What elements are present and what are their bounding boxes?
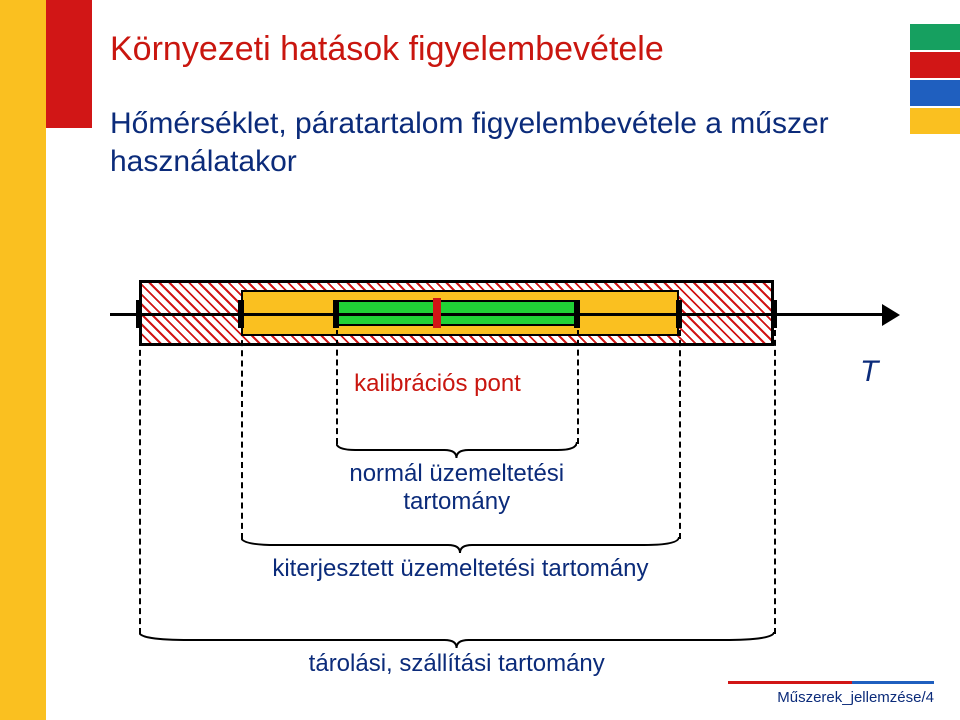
range-label: normál üzemeltetési tartomány	[336, 460, 577, 516]
guide-line	[139, 330, 141, 634]
guide-line	[774, 330, 776, 634]
calibration-tick	[433, 298, 441, 328]
axis-arrowhead-icon	[882, 304, 900, 326]
brace-icon	[139, 630, 774, 650]
guide-line	[679, 330, 681, 539]
calibration-label: kalibrációs pont	[287, 370, 587, 398]
guide-line	[336, 330, 338, 444]
footer-rule	[728, 681, 934, 684]
axis-symbol: T	[860, 355, 878, 389]
page-subtitle: Hőmérséklet, páratartalom figyelembevéte…	[110, 105, 960, 180]
footer: Műszerek_jellemzése/4	[777, 689, 934, 706]
axis-line	[110, 313, 890, 316]
brace-icon	[241, 535, 679, 555]
guide-line	[241, 330, 243, 539]
brace-icon	[336, 440, 577, 460]
accent-bar	[910, 24, 960, 50]
slide: Környezeti hatások figyelembevétele Hőmé…	[0, 0, 960, 720]
guide-line	[577, 330, 579, 444]
sidebar-red	[46, 0, 92, 128]
range-label: kiterjesztett üzemeltetési tartomány	[241, 555, 679, 583]
accent-bar	[910, 80, 960, 106]
sidebar-gold	[0, 0, 46, 720]
range-label: tárolási, szállítási tartomány	[139, 650, 774, 678]
accent-bar	[910, 52, 960, 78]
footer-page: /4	[921, 689, 934, 706]
footer-text: Műszerek_jellemzése	[777, 689, 921, 706]
page-title: Környezeti hatások figyelembevétele	[110, 30, 664, 69]
